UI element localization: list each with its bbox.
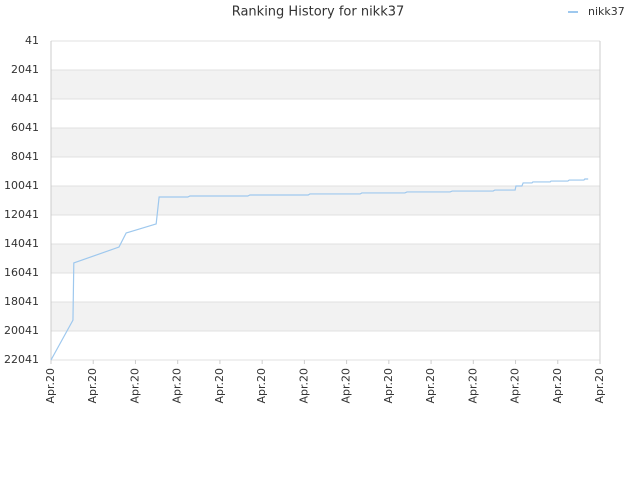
line <box>50 178 589 361</box>
grid-band <box>51 302 600 331</box>
grid-band <box>51 70 600 99</box>
x-tick-label: Apr.20 <box>213 368 226 404</box>
grid-band <box>51 186 600 215</box>
y-tick-label: 4041 <box>11 92 39 105</box>
grid-band <box>51 128 600 157</box>
y-tick-label: 12041 <box>4 208 39 221</box>
x-tick-label: Apr.20 <box>44 368 57 404</box>
y-tick-label: 41 <box>25 34 39 47</box>
y-tick-label: 18041 <box>4 295 39 308</box>
x-tick-label: Apr.20 <box>551 368 564 404</box>
legend-label: nikk37 <box>588 5 625 18</box>
x-tick-label: Apr.20 <box>466 368 479 404</box>
grid-band <box>51 244 600 273</box>
x-tick-label: Apr.20 <box>593 368 606 404</box>
y-tick-label: 6041 <box>11 121 39 134</box>
y-tick-label: 16041 <box>4 266 39 279</box>
x-tick-label: Apr.20 <box>340 368 353 404</box>
y-tick-label: 2041 <box>11 63 39 76</box>
y-tick-label: 20041 <box>4 324 39 337</box>
y-tick-label: 10041 <box>4 179 39 192</box>
x-tick-label: Apr.20 <box>86 368 99 404</box>
x-tick-label: Apr.20 <box>424 368 437 404</box>
x-tick-label: Apr.20 <box>509 368 522 404</box>
x-tick-label: Apr.20 <box>255 368 268 404</box>
x-tick-label: Apr.20 <box>128 368 141 404</box>
x-tick-label: Apr.20 <box>171 368 184 404</box>
y-tick-label: 8041 <box>11 150 39 163</box>
y-tick-label: 22041 <box>4 353 39 366</box>
y-tick-label: 14041 <box>4 237 39 250</box>
x-tick-label: Apr.20 <box>382 368 395 404</box>
x-tick-label: Apr.20 <box>297 368 310 404</box>
chart-title: Ranking History for nikk37 <box>232 5 405 20</box>
